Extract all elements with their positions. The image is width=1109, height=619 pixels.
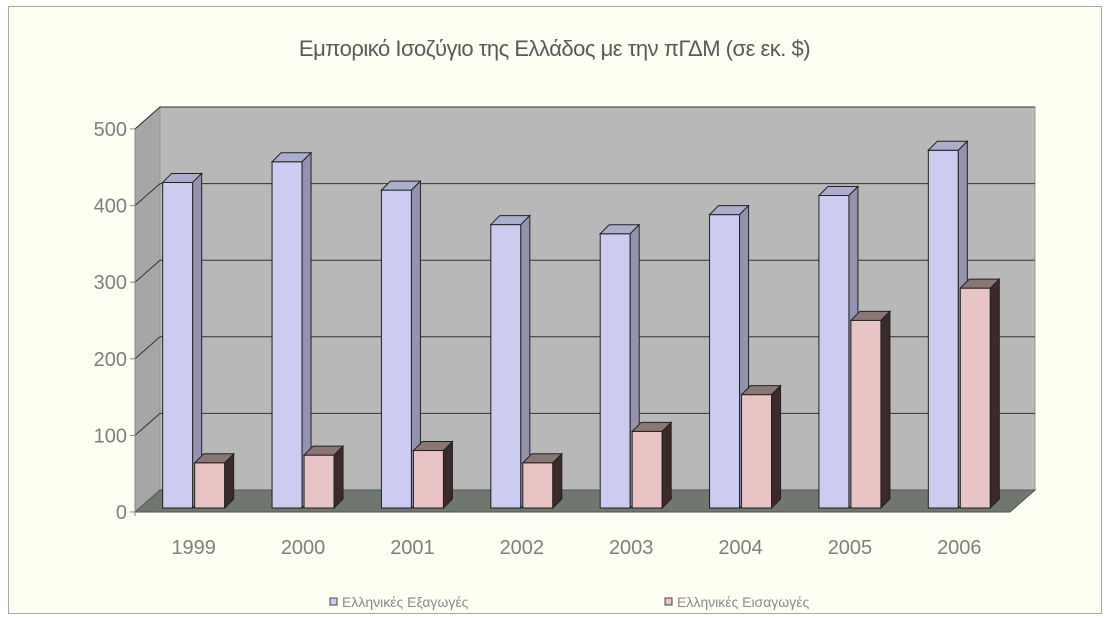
y-tick-label: 100: [94, 425, 127, 447]
bar-side: [333, 444, 344, 510]
bar-side: [552, 452, 563, 510]
bar-exports: [270, 151, 313, 510]
chart-floor: [133, 489, 1037, 513]
bar-front: [927, 149, 959, 509]
bar-front: [522, 462, 554, 509]
gridline-side: [134, 336, 161, 360]
gridline-side: [134, 106, 161, 130]
bar-front: [850, 319, 882, 509]
bar-side: [989, 277, 1000, 510]
legend-swatch: [329, 597, 338, 606]
bar-imports: [521, 452, 564, 510]
y-tick-label: 500: [94, 119, 127, 141]
bar-imports: [193, 452, 235, 510]
bar-front: [162, 181, 194, 509]
bar-side: [442, 440, 453, 510]
bar-imports: [849, 310, 892, 510]
x-tick-label: 2004: [718, 537, 763, 559]
bar-exports: [161, 172, 203, 510]
y-tick-label: 300: [94, 272, 127, 294]
x-tick-label: 2005: [828, 537, 873, 559]
gridline-side: [134, 259, 161, 283]
chart-side-wall: [134, 105, 161, 514]
bar-front: [412, 450, 444, 509]
bar-exports: [489, 214, 532, 510]
x-tick-label: 2003: [609, 537, 654, 559]
x-tick-label: 2001: [390, 537, 435, 559]
bar-imports: [412, 440, 454, 510]
bar-front: [741, 394, 773, 509]
bar-front: [490, 224, 522, 509]
bar-side: [661, 421, 672, 510]
bar-imports: [630, 421, 673, 510]
bar-front: [709, 214, 741, 509]
legend: Ελληνικές Εξαγωγές Ελληνικές Εισαγωγές: [329, 594, 809, 610]
legend-label: Ελληνικές Εξαγωγές: [342, 594, 469, 610]
bar-front: [959, 287, 991, 509]
chart-title: Εμπορικό Ισοζύγιο της Ελλάδος με την πΓΔ…: [298, 36, 811, 61]
x-tick-label: 2000: [281, 537, 326, 559]
bar-front: [631, 430, 663, 509]
y-tick-label: 400: [94, 196, 127, 218]
x-axis-ticks: 1999 2000 2001 2002 2003 2004 2005 2006: [171, 537, 981, 559]
x-tick-label: 2002: [500, 537, 545, 559]
bar-imports: [302, 444, 345, 510]
y-tick-label: 0: [116, 502, 127, 524]
bar-front: [303, 454, 335, 509]
legend-swatch: [664, 597, 673, 606]
bar-front: [271, 161, 303, 509]
y-tick-label: 200: [94, 349, 127, 371]
bar-side: [771, 384, 782, 510]
bar-front: [194, 462, 226, 509]
y-axis-ticks: 0 100 200 300 400 500: [94, 119, 135, 524]
gridline-side: [134, 183, 161, 206]
x-tick-label: 2006: [937, 537, 982, 559]
bar-front: [818, 194, 850, 509]
bar-exports: [380, 179, 422, 510]
bar-front: [380, 189, 412, 509]
bar-imports: [740, 384, 782, 510]
legend-label: Ελληνικές Εισαγωγές: [677, 594, 809, 610]
bar-front: [599, 233, 631, 509]
bar-imports: [959, 277, 1001, 510]
gridline-side: [134, 413, 161, 436]
x-tick-label: 1999: [171, 537, 216, 559]
bar-side: [880, 310, 891, 510]
bars-group: [161, 140, 1001, 510]
bar-side: [224, 452, 235, 510]
